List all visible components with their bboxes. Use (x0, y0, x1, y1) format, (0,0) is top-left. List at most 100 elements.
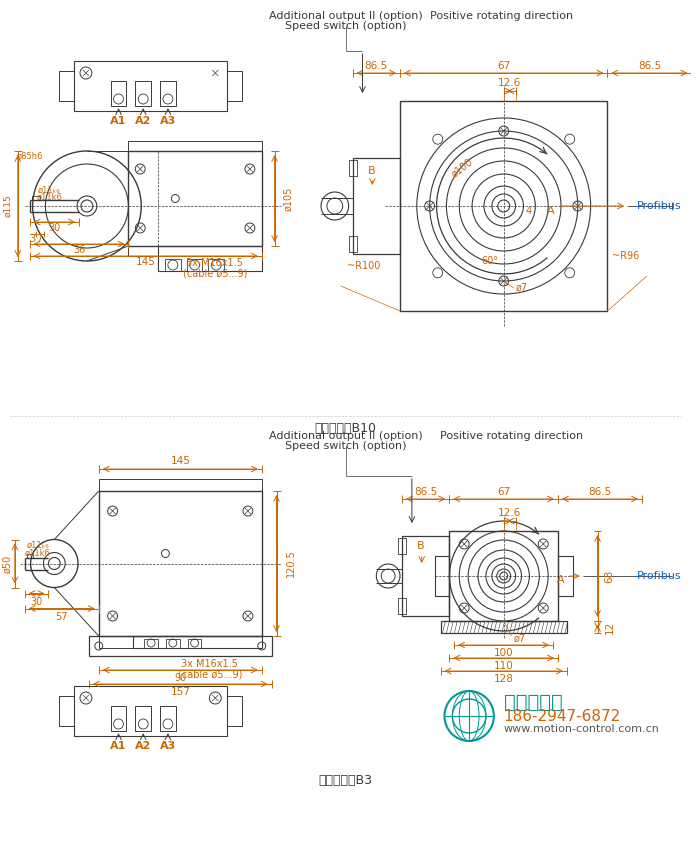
Bar (160, 706, 176, 731)
Text: (cable ø5...9): (cable ø5...9) (178, 669, 242, 679)
Bar (32, 196, 39, 200)
Text: 60°: 60° (482, 256, 499, 266)
Text: 86.5: 86.5 (414, 487, 438, 497)
Text: 30: 30 (30, 596, 43, 607)
Bar (160, 81, 176, 106)
Bar (398, 598, 406, 614)
Text: 145: 145 (170, 456, 190, 466)
Bar (144, 639, 158, 648)
Text: ø115: ø115 (4, 195, 13, 217)
Text: Profibus: Profibus (637, 201, 682, 211)
Text: ø11ₖ₆: ø11ₖ₆ (26, 541, 49, 550)
Text: 86.5: 86.5 (589, 487, 612, 497)
Bar (349, 236, 356, 252)
Text: Speed switch (option): Speed switch (option) (285, 441, 407, 451)
Text: ø85h6: ø85h6 (16, 151, 43, 161)
Text: 西安德伍拓: 西安德伍拓 (504, 693, 563, 711)
Bar (449, 531, 558, 621)
Bar (111, 81, 127, 106)
Bar (74, 61, 228, 111)
Text: 100: 100 (494, 648, 514, 658)
Text: A3: A3 (160, 741, 176, 751)
Text: ø11k6: ø11k6 (25, 549, 50, 558)
Bar (187, 259, 202, 271)
Text: ~R96: ~R96 (612, 251, 640, 261)
Bar (209, 259, 224, 271)
Text: 57: 57 (55, 612, 68, 622)
Text: Profibus: Profibus (637, 571, 682, 581)
Text: 12.6: 12.6 (498, 508, 522, 518)
Text: 86.5: 86.5 (365, 61, 388, 71)
Bar (27, 553, 33, 558)
Bar (74, 686, 228, 736)
Text: 90: 90 (174, 673, 186, 683)
Bar (135, 81, 151, 106)
Text: ø105: ø105 (284, 186, 293, 211)
Bar (60, 696, 74, 726)
Bar (158, 246, 262, 271)
Text: www.motion-control.com.cn: www.motion-control.com.cn (504, 724, 659, 734)
Text: 4: 4 (525, 206, 531, 216)
Text: ø50: ø50 (2, 554, 12, 573)
Bar (99, 636, 262, 648)
Bar (188, 639, 202, 648)
Bar (558, 556, 573, 596)
Bar (228, 71, 242, 101)
Text: 68: 68 (604, 569, 615, 583)
Text: 3x M16x1.5: 3x M16x1.5 (181, 659, 238, 669)
Bar (402, 536, 449, 616)
Text: 7: 7 (36, 234, 43, 244)
Text: 67: 67 (497, 61, 510, 71)
Text: Additional output II (option): Additional output II (option) (269, 431, 423, 441)
Text: 3x M16x1.5: 3x M16x1.5 (186, 258, 244, 268)
Bar (99, 479, 262, 491)
Bar (128, 151, 262, 246)
Text: ø11ₖ₆: ø11ₖ₆ (38, 185, 61, 195)
Text: 157: 157 (170, 687, 190, 697)
Text: A3: A3 (160, 116, 176, 126)
Bar (435, 556, 449, 596)
Text: A1: A1 (111, 116, 127, 126)
Bar (99, 491, 262, 636)
Text: 3: 3 (29, 234, 36, 244)
Text: ø7: ø7 (516, 283, 528, 293)
Text: (cable ø5...9): (cable ø5...9) (183, 268, 247, 278)
Text: 128: 128 (494, 674, 514, 684)
Text: ø11k6: ø11k6 (36, 193, 62, 201)
Text: 67: 67 (497, 487, 510, 497)
Bar (440, 621, 567, 633)
Text: 12: 12 (604, 620, 615, 634)
Bar (398, 538, 406, 554)
Text: A1: A1 (111, 741, 127, 751)
Bar (166, 639, 180, 648)
Text: Additional output II (option): Additional output II (option) (269, 11, 423, 21)
Bar (128, 246, 262, 256)
Text: 86.5: 86.5 (638, 61, 661, 71)
Text: B: B (416, 541, 424, 551)
Text: A2: A2 (135, 741, 151, 751)
Text: A2: A2 (135, 116, 151, 126)
Bar (165, 259, 181, 271)
Text: 带欧式法冈B10: 带欧式法冈B10 (315, 421, 377, 435)
Text: 36: 36 (73, 245, 85, 255)
Text: 110: 110 (494, 661, 514, 671)
Text: A: A (547, 206, 555, 216)
Text: Positive rotating direction: Positive rotating direction (440, 431, 582, 441)
Bar (133, 636, 262, 648)
Bar (89, 636, 272, 656)
Bar (60, 71, 74, 101)
Text: B: B (368, 166, 375, 176)
Bar (128, 141, 262, 151)
Text: 120.5: 120.5 (286, 550, 296, 577)
Text: 186-2947-6872: 186-2947-6872 (504, 708, 621, 723)
Bar (111, 706, 127, 731)
Text: ø100: ø100 (449, 157, 475, 179)
Text: Speed switch (option): Speed switch (option) (285, 21, 407, 31)
Bar (228, 696, 242, 726)
Text: ~R100: ~R100 (347, 261, 380, 271)
Text: 带外壳支脉B3: 带外壳支脉B3 (318, 773, 372, 787)
Bar (135, 706, 151, 731)
Text: 30: 30 (48, 223, 60, 233)
Text: ø7: ø7 (514, 634, 526, 644)
Text: 145: 145 (136, 257, 155, 267)
